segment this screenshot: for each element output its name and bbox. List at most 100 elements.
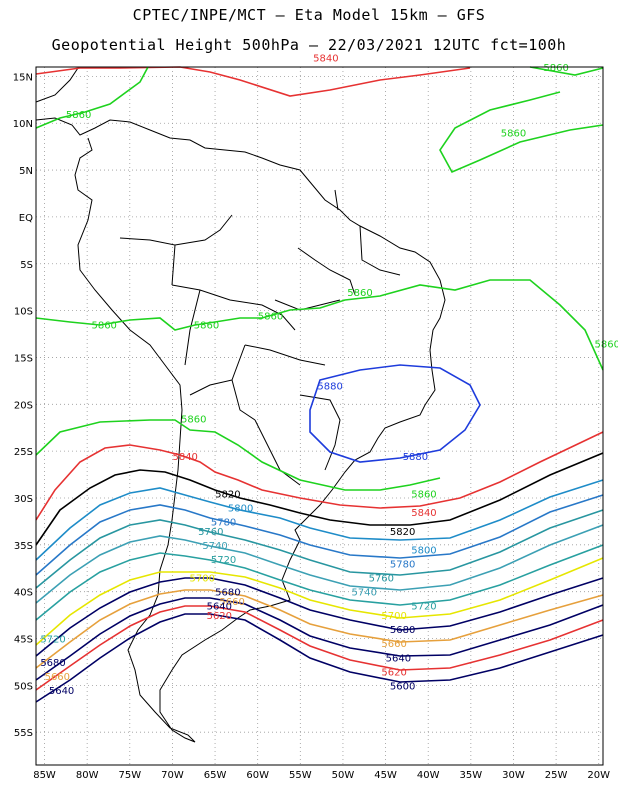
contour-label: 5680 bbox=[40, 658, 65, 669]
contour-line-5600 bbox=[35, 613, 604, 703]
lon-tick-label: 70W bbox=[161, 770, 184, 781]
lon-tick-label: 55W bbox=[289, 770, 312, 781]
contour-line-5800 bbox=[35, 479, 604, 561]
contour-label: 5640 bbox=[49, 686, 74, 697]
longitude-tick-labels: 85W 80W 75W 70W 65W 60W 55W 50W 45W 40W 35W 30W 25W 2… bbox=[33, 770, 610, 781]
contour-label: 5620 bbox=[381, 667, 406, 678]
lat-tick-label: 25S bbox=[14, 447, 33, 458]
contour-line-5680 bbox=[35, 589, 604, 669]
contour-line-5620 bbox=[35, 597, 604, 681]
lon-tick-label: 50W bbox=[332, 770, 355, 781]
lat-tick-label: 20S bbox=[14, 400, 33, 411]
contour-label: 5740 bbox=[202, 541, 227, 552]
contour-label: 5700 bbox=[190, 574, 215, 585]
contour-label: 5760 bbox=[369, 574, 394, 585]
map-frame bbox=[35, 66, 604, 766]
lon-tick-label: 75W bbox=[118, 770, 141, 781]
contour-label: 5840 bbox=[411, 508, 436, 519]
lon-tick-label: 80W bbox=[76, 770, 99, 781]
lon-tick-label: 30W bbox=[502, 770, 525, 781]
lat-tick-label: 15N bbox=[13, 72, 33, 83]
contour-label: 5780 bbox=[390, 560, 415, 571]
contour-labels: 5840 5860 5860 5860 5860 5860 5860 5860 5860 5860… bbox=[40, 54, 618, 697]
contour-line-5860 bbox=[529, 66, 604, 76]
lat-tick-label: 5S bbox=[20, 260, 33, 271]
lat-tick-label: 15S bbox=[14, 353, 33, 364]
contour-label: 5820 bbox=[390, 527, 415, 538]
contour-lines bbox=[35, 66, 604, 703]
contour-label: 5860 bbox=[66, 110, 91, 121]
contour-label: 5840 bbox=[172, 452, 197, 463]
contour-label: 5660 bbox=[45, 672, 70, 683]
map-title-line2: Geopotential Height 500hPa – 22/03/2021 … bbox=[51, 36, 567, 54]
contour-line-5840 bbox=[35, 66, 471, 97]
contour-label: 5720 bbox=[411, 602, 436, 613]
contour-label: 5640 bbox=[386, 653, 411, 664]
contour-label: 5840 bbox=[313, 54, 338, 65]
contour-label: 5680 bbox=[215, 588, 240, 599]
contour-line-5640 bbox=[35, 605, 604, 691]
coastline-segment bbox=[119, 189, 401, 486]
lon-tick-label: 35W bbox=[460, 770, 483, 781]
lon-tick-label: 20W bbox=[587, 770, 610, 781]
lon-tick-label: 40W bbox=[417, 770, 440, 781]
lon-tick-label: 60W bbox=[246, 770, 269, 781]
contour-line-5760 bbox=[35, 509, 604, 589]
contour-label: 5640 bbox=[207, 602, 232, 613]
lat-tick-label: 40S bbox=[14, 588, 33, 599]
lon-tick-label: 65W bbox=[204, 770, 227, 781]
contour-label: 5860 bbox=[258, 311, 283, 322]
contour-label: 5860 bbox=[91, 321, 116, 332]
contour-label: 5740 bbox=[352, 588, 377, 599]
contour-label: 5860 bbox=[501, 129, 526, 140]
lat-tick-label: 30S bbox=[14, 494, 33, 505]
contour-line-5700 bbox=[35, 557, 604, 646]
contour-label: 5600 bbox=[390, 681, 415, 692]
contour-label: 5800 bbox=[411, 546, 436, 557]
contour-line-5880 bbox=[309, 364, 481, 463]
contour-label: 5880 bbox=[403, 452, 428, 463]
lat-tick-label: 10S bbox=[14, 307, 33, 318]
contour-label: 5860 bbox=[411, 489, 436, 500]
lat-tick-label: 55S bbox=[14, 728, 33, 739]
contour-label: 5720 bbox=[40, 635, 65, 646]
contour-line-5820 bbox=[35, 452, 604, 546]
contour-label: 5780 bbox=[211, 517, 236, 528]
contour-label: 5720 bbox=[211, 555, 236, 566]
contour-label: 5860 bbox=[543, 63, 568, 74]
lat-tick-label: EQ bbox=[19, 213, 33, 224]
contour-line-5860 bbox=[35, 66, 149, 129]
lat-tick-label: 50S bbox=[14, 681, 33, 692]
coastline-and-borders bbox=[35, 67, 446, 743]
contour-label: 5680 bbox=[390, 625, 415, 636]
contour-label: 5860 bbox=[347, 288, 372, 299]
coastline-segment bbox=[35, 67, 446, 743]
contour-label: 5860 bbox=[181, 414, 206, 425]
contour-label: 5660 bbox=[381, 639, 406, 650]
contour-line-5660 bbox=[35, 577, 604, 657]
contour-line-5720 bbox=[35, 544, 604, 621]
contour-label: 5660 bbox=[219, 597, 244, 608]
contour-label: 5820 bbox=[215, 489, 240, 500]
contour-label: 5700 bbox=[381, 611, 406, 622]
contour-label: 5880 bbox=[317, 382, 342, 393]
contour-line-5860 bbox=[35, 419, 441, 491]
contour-label: 5760 bbox=[198, 527, 223, 538]
contour-line-5780 bbox=[35, 494, 604, 576]
lat-tick-label: 5N bbox=[19, 166, 33, 177]
contour-label: 5860 bbox=[194, 321, 219, 332]
contour-label: 5620 bbox=[207, 611, 232, 622]
lon-tick-label: 45W bbox=[374, 770, 397, 781]
contour-line-5860 bbox=[35, 279, 604, 371]
latitude-tick-labels: 15N 10N 5N EQ 5S 10S 15S 20S 25S 30S 35S 40S 45S 50S 5… bbox=[13, 72, 33, 739]
lat-tick-label: 45S bbox=[14, 635, 33, 646]
lat-tick-label: 35S bbox=[14, 541, 33, 552]
contour-label: 5860 bbox=[595, 339, 618, 350]
lon-tick-label: 85W bbox=[33, 770, 56, 781]
map-title-line1: CPTEC/INPE/MCT – Eta Model 15km – GFS bbox=[132, 6, 486, 24]
lat-tick-label: 10N bbox=[13, 119, 33, 130]
contour-line-5860 bbox=[439, 91, 604, 174]
contour-line-5740 bbox=[35, 524, 604, 604]
contour-label: 5800 bbox=[228, 503, 253, 514]
